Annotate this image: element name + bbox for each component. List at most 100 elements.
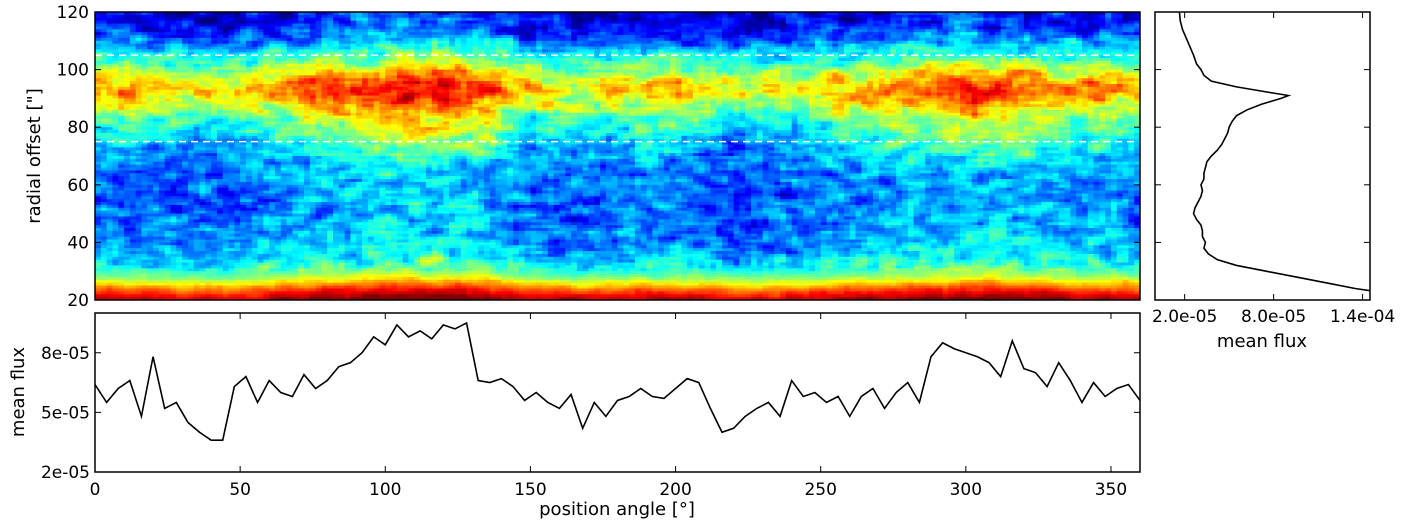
heatmap-cell: [1012, 46, 1019, 51]
heatmap-cell: [617, 40, 624, 45]
heatmap-cell: [971, 86, 979, 91]
heatmap-cell: [942, 84, 950, 88]
heatmap-cell: [559, 86, 566, 91]
heatmap-cell: [100, 46, 108, 51]
heatmap-cell: [1047, 40, 1054, 45]
heatmap-cell: [269, 89, 276, 94]
heatmap-cell: [524, 81, 532, 85]
heatmap-cell: [158, 72, 166, 76]
heatmap-cell: [95, 29, 102, 33]
heatmap-cell: [373, 75, 381, 79]
heatmap-cell: [373, 37, 381, 42]
heatmap-cell: [460, 52, 468, 56]
heatmap-cell: [785, 86, 793, 91]
heatmap-cell: [483, 35, 491, 39]
heatmap-cell: [692, 86, 700, 91]
heatmap-cell: [994, 40, 1002, 45]
heatmap-cell: [193, 40, 201, 45]
heatmap-cell: [95, 58, 102, 62]
heatmap-cell: [1023, 84, 1031, 88]
heatmap-cell: [803, 52, 810, 56]
heatmap-cell: [1099, 63, 1106, 68]
heatmap-cell: [1076, 72, 1083, 76]
heatmap-cell: [309, 84, 317, 88]
heatmap-cell: [919, 23, 926, 27]
heatmap-cell: [1087, 69, 1095, 74]
heatmap-cell: [385, 35, 392, 39]
heatmap-cell: [739, 29, 746, 33]
heatmap-cell: [431, 81, 439, 85]
heatmap-cell: [896, 23, 903, 27]
heatmap-cell: [495, 52, 502, 56]
heatmap-cell: [820, 69, 828, 74]
heatmap-cell: [588, 35, 595, 39]
heatmap-cell: [315, 78, 323, 82]
heatmap-cell: [739, 35, 746, 39]
heatmap-cell: [1023, 37, 1031, 42]
heatmap-cell: [193, 72, 201, 76]
heatmap-cell: [118, 17, 125, 22]
heatmap-cell: [623, 32, 630, 36]
heatmap-cell: [286, 46, 293, 51]
heatmap-cell: [809, 35, 816, 39]
heatmap-cell: [100, 81, 108, 85]
heatmap-cell: [454, 52, 462, 56]
heatmap-cell: [124, 23, 131, 27]
heatmap-cell: [466, 75, 473, 79]
heatmap-cell: [309, 52, 317, 56]
heatmap-cell: [153, 29, 160, 33]
heatmap-cell: [251, 14, 259, 19]
heatmap-cell: [1064, 60, 1071, 65]
heatmap-cell: [425, 60, 433, 65]
heatmap-cell: [687, 52, 694, 56]
heatmap-cell: [832, 75, 839, 79]
heatmap-cell: [878, 66, 886, 71]
heatmap-cell: [553, 37, 561, 42]
heatmap-cell: [588, 43, 595, 48]
heatmap-cell: [727, 84, 735, 88]
heatmap-cell: [1093, 75, 1100, 79]
heatmap-cell: [611, 49, 619, 53]
heatmap-cell: [466, 49, 473, 53]
heatmap-cell: [280, 63, 288, 68]
heatmap-cell: [298, 14, 305, 19]
heatmap-cell: [315, 52, 323, 56]
heatmap-cell: [1116, 63, 1124, 68]
heatmap-cell: [640, 32, 648, 36]
heatmap-cell: [652, 26, 659, 30]
heatmap-cell: [402, 89, 410, 94]
heatmap-cell: [774, 46, 781, 51]
heatmap-cell: [913, 63, 920, 68]
heatmap-cell: [576, 37, 584, 42]
heatmap-cell: [379, 43, 386, 48]
heatmap-cell: [600, 55, 607, 59]
heatmap-cell: [100, 66, 108, 71]
heatmap-cell: [629, 37, 636, 42]
heatmap-cell: [838, 17, 845, 22]
heatmap-cell: [571, 49, 578, 53]
heatmap-cell: [234, 63, 241, 68]
heatmap-cell: [687, 86, 694, 91]
heatmap-cell: [240, 86, 247, 91]
heatmap-cell: [1064, 32, 1071, 36]
heatmap-cell: [960, 17, 967, 22]
heatmap-cell: [634, 49, 642, 53]
heatmap-cell: [646, 43, 653, 48]
heatmap-cell: [913, 81, 920, 85]
heatmap-cell: [158, 26, 166, 30]
heatmap-cell: [1018, 12, 1025, 16]
heatmap-cell: [878, 14, 886, 19]
heatmap-cell: [425, 58, 433, 62]
heatmap-cell: [373, 84, 381, 88]
heatmap-cell: [646, 46, 653, 51]
heatmap-cell: [530, 35, 537, 39]
heatmap-cell: [571, 46, 578, 51]
heatmap-cell: [739, 69, 746, 74]
heatmap-cell: [861, 81, 868, 85]
heatmap-cell: [971, 78, 979, 82]
heatmap-cell: [884, 84, 891, 88]
heatmap-cell: [385, 29, 392, 33]
heatmap-cell: [501, 20, 508, 25]
heatmap-cell: [722, 20, 729, 25]
heatmap-cell: [774, 29, 781, 33]
